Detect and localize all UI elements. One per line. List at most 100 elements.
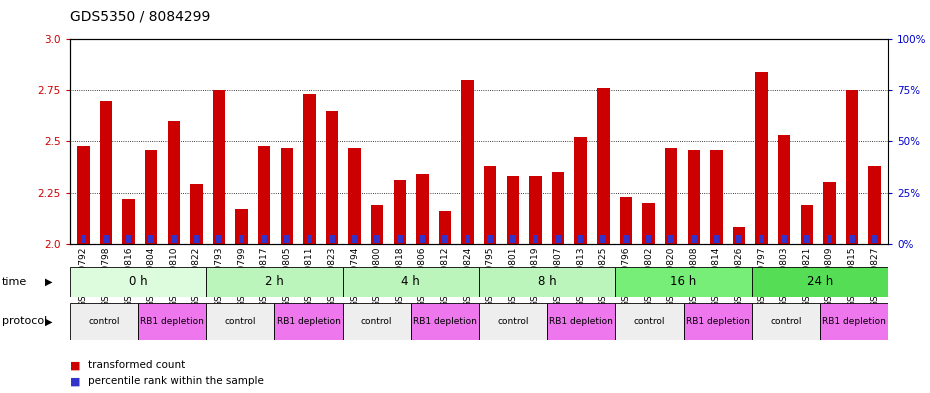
Bar	[711, 150, 723, 244]
Bar	[759, 235, 764, 243]
Bar	[281, 148, 293, 244]
Bar	[597, 88, 609, 244]
Bar	[375, 235, 380, 243]
Bar	[755, 72, 768, 244]
Bar	[149, 235, 154, 243]
Bar	[193, 235, 199, 243]
Text: 8 h: 8 h	[538, 275, 556, 288]
Text: protocol: protocol	[2, 316, 47, 326]
Bar	[371, 205, 383, 244]
Bar	[239, 235, 245, 243]
Bar	[479, 303, 547, 340]
Bar	[507, 176, 519, 244]
Bar	[687, 150, 700, 244]
Text: RB1 depletion: RB1 depletion	[276, 317, 340, 326]
Bar	[555, 235, 561, 243]
Bar	[643, 203, 655, 244]
Text: control: control	[770, 317, 802, 326]
Bar	[623, 235, 629, 243]
Bar	[804, 235, 809, 243]
Bar	[479, 267, 616, 297]
Bar	[216, 235, 221, 243]
Text: ■: ■	[70, 376, 80, 386]
Bar	[206, 267, 342, 297]
Bar	[551, 172, 565, 244]
Bar	[691, 235, 697, 243]
Bar	[171, 235, 177, 243]
Bar	[397, 235, 403, 243]
Bar	[81, 235, 86, 243]
Text: RB1 depletion: RB1 depletion	[822, 317, 886, 326]
Text: 4 h: 4 h	[402, 275, 420, 288]
Bar	[70, 267, 206, 297]
Text: 24 h: 24 h	[807, 275, 833, 288]
Bar	[801, 205, 813, 244]
Text: ■: ■	[70, 360, 80, 371]
Bar	[284, 235, 289, 243]
Text: time: time	[2, 277, 27, 287]
Bar	[578, 235, 583, 243]
Bar	[342, 303, 411, 340]
Bar	[439, 211, 451, 244]
Bar	[342, 267, 479, 297]
Text: 0 h: 0 h	[128, 275, 147, 288]
Bar	[601, 235, 606, 243]
Bar	[443, 235, 448, 243]
Bar	[619, 196, 632, 244]
Bar	[669, 235, 674, 243]
Bar	[751, 303, 820, 340]
Text: RB1 depletion: RB1 depletion	[140, 317, 204, 326]
Bar	[849, 235, 855, 243]
Bar	[510, 235, 515, 243]
Bar	[126, 235, 131, 243]
Bar	[77, 145, 89, 244]
Bar	[733, 227, 745, 244]
Bar	[411, 303, 479, 340]
Bar	[713, 235, 719, 243]
Bar	[100, 101, 113, 244]
Bar	[138, 303, 206, 340]
Bar	[258, 145, 271, 244]
Bar	[533, 235, 538, 243]
Text: percentile rank within the sample: percentile rank within the sample	[88, 376, 264, 386]
Text: control: control	[88, 317, 120, 326]
Bar	[820, 303, 888, 340]
Text: control: control	[633, 317, 665, 326]
Bar	[235, 209, 247, 244]
Bar	[326, 111, 339, 244]
Bar	[303, 94, 315, 244]
Bar	[103, 235, 109, 243]
Bar	[329, 235, 335, 243]
Bar	[869, 166, 881, 244]
Bar	[616, 303, 684, 340]
Text: transformed count: transformed count	[88, 360, 186, 371]
Bar	[777, 135, 790, 244]
Bar	[827, 235, 832, 243]
Bar	[487, 235, 493, 243]
Bar	[547, 303, 616, 340]
Bar	[123, 199, 135, 244]
Bar	[213, 90, 225, 244]
Text: control: control	[361, 317, 392, 326]
Bar	[616, 267, 751, 297]
Text: control: control	[224, 317, 256, 326]
Bar	[274, 303, 342, 340]
Bar	[190, 184, 203, 244]
Text: RB1 depletion: RB1 depletion	[685, 317, 750, 326]
Bar	[70, 303, 138, 340]
Bar	[845, 90, 858, 244]
Bar	[575, 138, 587, 244]
Bar	[349, 148, 361, 244]
Bar	[781, 235, 787, 243]
Bar	[684, 303, 751, 340]
Bar	[352, 235, 357, 243]
Bar	[206, 303, 274, 340]
Bar	[645, 235, 651, 243]
Text: ▶: ▶	[45, 316, 52, 326]
Bar	[167, 121, 180, 244]
Bar	[465, 235, 471, 243]
Bar	[737, 235, 742, 243]
Text: GDS5350 / 8084299: GDS5350 / 8084299	[70, 9, 210, 24]
Bar	[419, 235, 425, 243]
Text: control: control	[498, 317, 529, 326]
